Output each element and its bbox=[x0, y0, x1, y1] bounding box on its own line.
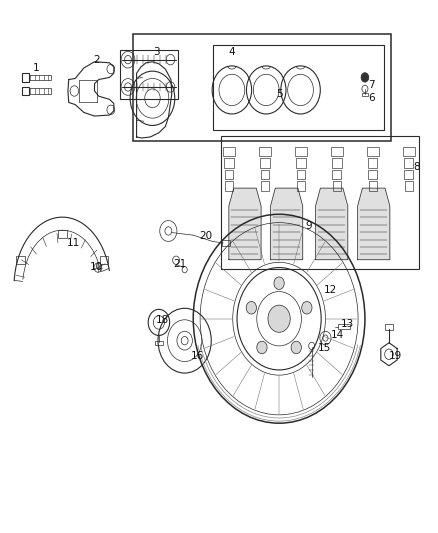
Bar bbox=[133, 34, 391, 141]
Bar bbox=[100, 256, 108, 264]
Text: 4: 4 bbox=[229, 47, 235, 58]
Bar bbox=[367, 147, 379, 156]
Circle shape bbox=[274, 277, 284, 289]
Text: 21: 21 bbox=[174, 259, 187, 269]
Bar bbox=[29, 88, 51, 94]
Text: 3: 3 bbox=[153, 47, 160, 58]
Text: 16: 16 bbox=[191, 351, 204, 361]
Bar bbox=[259, 147, 271, 156]
Text: 10: 10 bbox=[90, 262, 103, 271]
Bar bbox=[368, 158, 378, 168]
Bar bbox=[403, 147, 415, 156]
Circle shape bbox=[257, 341, 267, 354]
Bar bbox=[213, 45, 384, 130]
Bar bbox=[297, 170, 305, 179]
Bar bbox=[261, 181, 268, 191]
Bar bbox=[338, 324, 350, 329]
Text: 19: 19 bbox=[389, 351, 402, 361]
Bar bbox=[221, 136, 420, 269]
Circle shape bbox=[302, 302, 312, 314]
Bar bbox=[16, 256, 25, 264]
Bar bbox=[362, 93, 367, 96]
Text: 11: 11 bbox=[67, 238, 80, 248]
Text: 7: 7 bbox=[368, 80, 374, 90]
Circle shape bbox=[246, 302, 257, 314]
Polygon shape bbox=[271, 188, 303, 260]
Text: 20: 20 bbox=[200, 231, 213, 241]
Polygon shape bbox=[229, 188, 261, 260]
Bar bbox=[404, 170, 413, 179]
Polygon shape bbox=[358, 188, 390, 260]
Bar bbox=[333, 181, 341, 191]
Circle shape bbox=[268, 305, 290, 332]
Bar bbox=[155, 341, 163, 345]
Text: 12: 12 bbox=[324, 285, 337, 295]
Bar bbox=[295, 147, 307, 156]
Bar bbox=[405, 181, 413, 191]
Bar bbox=[332, 158, 342, 168]
Bar bbox=[29, 75, 51, 80]
Text: 6: 6 bbox=[368, 93, 374, 103]
Bar bbox=[225, 181, 233, 191]
Text: 1: 1 bbox=[33, 63, 40, 73]
Bar bbox=[58, 230, 67, 238]
Text: 13: 13 bbox=[341, 319, 354, 329]
Bar bbox=[225, 170, 233, 179]
Bar bbox=[332, 170, 341, 179]
Text: 2: 2 bbox=[93, 55, 100, 65]
Bar bbox=[368, 170, 377, 179]
Bar bbox=[331, 147, 343, 156]
Bar bbox=[385, 324, 393, 330]
Bar bbox=[120, 50, 178, 99]
Text: 15: 15 bbox=[318, 343, 331, 353]
Polygon shape bbox=[315, 188, 348, 260]
Text: 8: 8 bbox=[413, 162, 420, 172]
Circle shape bbox=[291, 341, 301, 354]
Bar bbox=[296, 158, 306, 168]
Bar bbox=[297, 181, 305, 191]
Text: 18: 18 bbox=[156, 315, 169, 325]
Text: 5: 5 bbox=[276, 89, 283, 99]
Bar bbox=[369, 181, 377, 191]
Bar bbox=[260, 158, 269, 168]
Bar bbox=[261, 170, 269, 179]
Bar bbox=[223, 147, 235, 156]
Bar bbox=[404, 158, 413, 168]
Bar bbox=[21, 87, 29, 95]
Bar bbox=[21, 73, 29, 82]
Circle shape bbox=[361, 72, 369, 82]
Text: 14: 14 bbox=[330, 330, 344, 341]
Bar bbox=[224, 158, 233, 168]
Text: 9: 9 bbox=[306, 221, 312, 231]
Bar bbox=[222, 240, 230, 246]
